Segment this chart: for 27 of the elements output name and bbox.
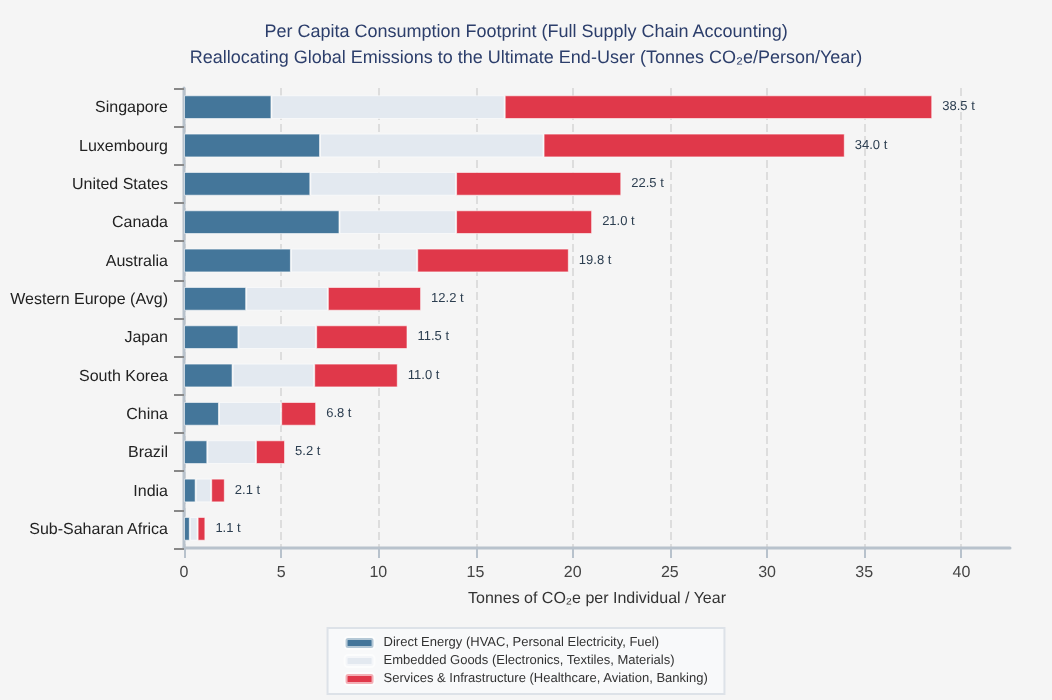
y-tick-label: Canada xyxy=(111,213,170,232)
x-tick-label: 40 xyxy=(952,563,972,581)
x-tick-label: 5 xyxy=(276,563,287,581)
x-tick-label: 25 xyxy=(660,563,680,581)
chart-subtitle: Reallocating Global Emissions to the Ultimate End-User (Tonnes CO₂e/Person/Year) xyxy=(189,47,863,67)
y-tick-label: Sub-Saharan Africa xyxy=(29,519,170,538)
bar xyxy=(184,516,190,541)
chart-title: Per Capita Consumption Footprint (Full Supply Chain Accounting) xyxy=(264,21,788,41)
y-tick-label: China xyxy=(126,404,170,423)
x-tick-label: 35 xyxy=(855,563,875,581)
y-tick-label: Western Europe (Avg) xyxy=(10,289,169,308)
bar xyxy=(189,516,198,541)
x-tick-label: 15 xyxy=(466,563,486,581)
y-tick-label: India xyxy=(133,481,170,500)
x-tick-label: 0 xyxy=(179,563,190,581)
y-tick-label: Luxembourg xyxy=(79,136,168,155)
x-tick-label: 20 xyxy=(563,563,583,581)
x-tick-label: 10 xyxy=(369,563,389,581)
x-tick-label: 30 xyxy=(758,563,778,581)
x-axis-title: Tonnes of CO₂e per Individual / Year xyxy=(468,588,727,607)
y-tick-label: Singapore xyxy=(95,98,170,117)
y-tick-label: United States xyxy=(71,174,168,193)
y-tick-label: Japan xyxy=(124,328,168,347)
bar xyxy=(197,516,206,541)
y-tick-label: Brazil xyxy=(127,443,169,462)
y-tick-label: South Korea xyxy=(79,366,170,385)
y-tick-label: Australia xyxy=(105,251,170,270)
